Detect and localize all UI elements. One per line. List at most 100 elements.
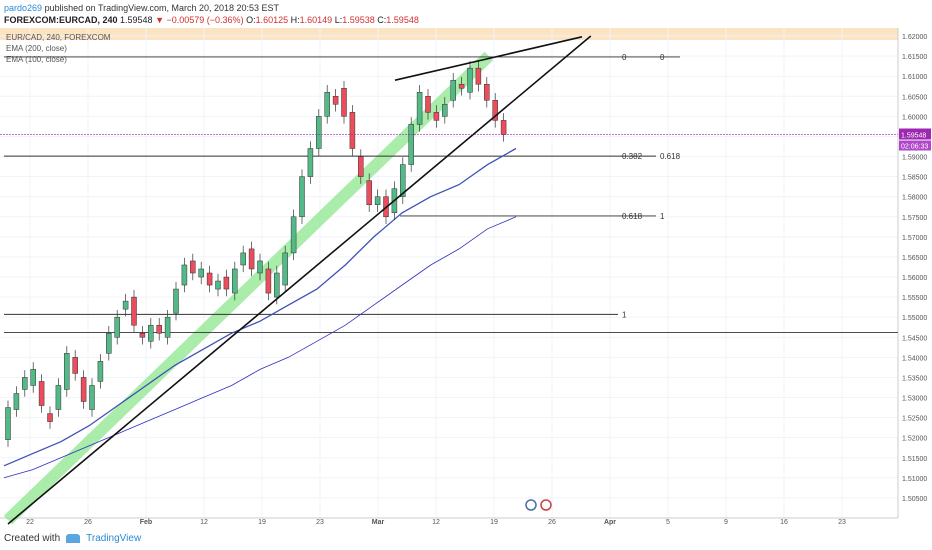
candle-body	[131, 296, 137, 326]
time-axis-tick: 12	[432, 519, 440, 526]
countdown-tag	[899, 140, 931, 151]
time-axis-tick: Apr	[604, 519, 616, 526]
price-axis-tick: 1.55500	[902, 295, 927, 302]
resistance-trendline	[394, 36, 583, 81]
candle-body	[156, 324, 162, 334]
price-axis-tick: 1.61000	[902, 74, 927, 81]
candle-body	[324, 92, 330, 117]
candle-body	[206, 272, 213, 286]
legend-entry: EMA (100, close)	[6, 55, 67, 64]
candle-body	[400, 164, 406, 197]
last-price: 1.59548	[120, 15, 153, 25]
time-axis-tick: 19	[258, 519, 266, 526]
price-axis-tick: 1.57500	[902, 215, 927, 222]
time-axis-tick: 23	[316, 519, 324, 526]
time-axis-tick: 22	[26, 519, 34, 526]
candle-body	[13, 393, 20, 410]
candle-body	[106, 332, 112, 354]
candle-body	[164, 316, 171, 338]
candle-body	[425, 96, 431, 113]
candle-body	[500, 120, 507, 135]
tradingview-logo-icon[interactable]	[66, 534, 81, 543]
close-label: C:	[377, 15, 387, 25]
close-value: 1.59548	[386, 15, 419, 25]
price-axis-tick: 1.53000	[902, 396, 927, 403]
high-label: H:	[290, 15, 300, 25]
time-axis-tick: Feb	[140, 519, 152, 526]
candle-body	[198, 268, 204, 278]
tradingview-link[interactable]: TradingView	[86, 533, 142, 544]
candle-body	[442, 104, 448, 117]
support-trendline	[7, 35, 592, 525]
candle-body	[299, 176, 305, 218]
candle-body	[248, 248, 255, 270]
high-value: 1.60149	[299, 15, 333, 25]
fib-level-label: 0	[622, 53, 627, 62]
price-axis-tick: 1.56000	[902, 275, 927, 282]
candle-body	[122, 300, 129, 310]
trend-channel-band	[3, 51, 493, 525]
candle-body	[408, 124, 414, 165]
candle-body	[148, 324, 154, 342]
candle-body	[72, 357, 78, 374]
candle-body	[341, 87, 347, 117]
candle-body	[307, 148, 314, 177]
time-axis-tick: 26	[84, 519, 92, 526]
candle-body	[458, 83, 465, 89]
candle-body	[80, 377, 87, 402]
resistance-zone-band	[0, 28, 898, 40]
price-axis-tick: 1.60000	[902, 114, 927, 121]
candle-body	[492, 100, 498, 121]
candle-body	[366, 180, 372, 205]
time-axis-tick: 19	[490, 519, 498, 526]
candle-body	[467, 67, 473, 93]
published-text: published on TradingView.com, March 20, …	[44, 3, 280, 13]
candle-body	[173, 288, 179, 314]
time-axis-tick: 26	[548, 519, 556, 526]
price-axis-tick: 1.51500	[902, 456, 927, 463]
price-axis-tick: 1.59000	[902, 155, 927, 162]
time-axis-tick: 9	[724, 519, 728, 526]
last-price-tag	[899, 128, 931, 140]
price-axis-tick: 1.55000	[902, 315, 927, 322]
price-axis-tick: 1.56500	[902, 255, 927, 262]
footer: Created with TradingView	[4, 533, 141, 544]
candle-body	[22, 377, 28, 390]
symbol-label: FOREXCOM:EURCAD, 240	[4, 15, 118, 25]
price-axis-tick: 1.61500	[902, 54, 927, 61]
fib-level-label: 0.618	[622, 212, 643, 221]
fib-level-label: 1	[622, 310, 627, 319]
ema-100-line	[3, 216, 517, 479]
time-axis-tick: 23	[838, 519, 846, 526]
candle-body	[5, 407, 11, 440]
open-label: O:	[246, 15, 256, 25]
event-icon	[525, 499, 537, 511]
price-axis-tick: 1.54500	[902, 335, 927, 342]
fib-level-label: 1	[660, 212, 665, 221]
candle-body	[30, 369, 36, 386]
price-axis-tick: 1.58500	[902, 175, 927, 182]
candle-body	[55, 385, 62, 410]
candle-body	[475, 67, 482, 85]
candle-body	[450, 79, 456, 101]
event-icon	[540, 499, 552, 511]
created-with-text: Created with	[4, 533, 61, 544]
candle-body	[232, 268, 238, 294]
last-price-tag-text: 1.59548	[901, 133, 926, 140]
price-axis-tick: 1.57000	[902, 235, 927, 242]
price-axis-tick: 1.54000	[902, 355, 927, 362]
candle-body	[290, 216, 297, 254]
fib-level-label: 0	[660, 53, 665, 62]
candle-body	[484, 83, 490, 101]
ema-200-line	[3, 147, 517, 467]
price-axis-tick: 1.51000	[902, 476, 927, 483]
candle-body	[38, 381, 45, 406]
candle-body	[114, 316, 120, 338]
fib-level-label: 0.618	[660, 152, 681, 161]
legend-entry: EUR/CAD, 240, FOREXCOM	[6, 33, 111, 42]
candle-body	[374, 196, 381, 205]
author-name[interactable]: pardo269	[4, 3, 43, 13]
candle-body	[282, 252, 288, 286]
